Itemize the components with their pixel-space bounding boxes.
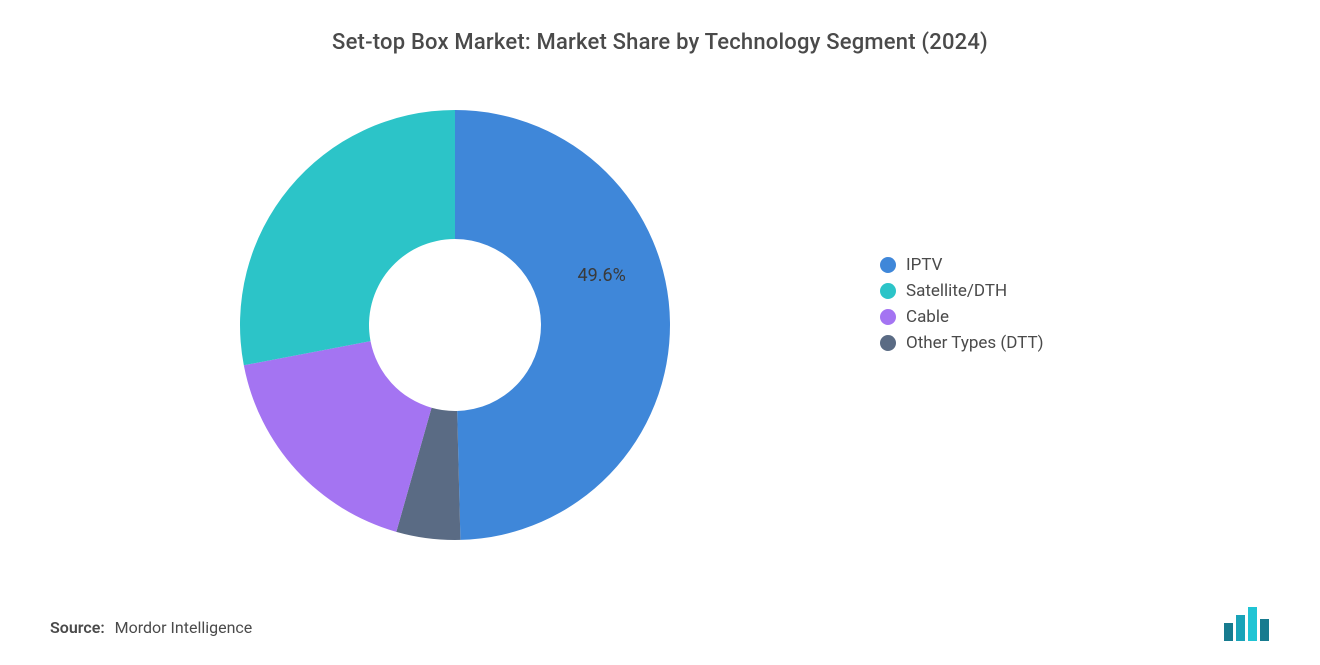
donut-segment (455, 110, 670, 540)
legend-label: Satellite/DTH (906, 281, 1007, 301)
source-name: Mordor Intelligence (115, 618, 253, 637)
donut-segment (244, 341, 432, 532)
logo-bar (1248, 607, 1257, 641)
legend-swatch (880, 309, 896, 325)
chart-container: Set-top Box Market: Market Share by Tech… (0, 0, 1320, 665)
donut-segment (240, 110, 455, 365)
legend-label: Other Types (DTT) (906, 333, 1044, 353)
legend-swatch (880, 283, 896, 299)
legend-label: Cable (906, 307, 949, 327)
legend: IPTV Satellite/DTH Cable Other Types (DTT) (880, 255, 1044, 359)
legend-item: IPTV (880, 255, 1044, 275)
chart-title: Set-top Box Market: Market Share by Tech… (50, 30, 1270, 55)
donut-chart: 49.6% (215, 85, 695, 565)
logo-bar (1236, 615, 1245, 641)
legend-item: Satellite/DTH (880, 281, 1044, 301)
logo-bar (1224, 623, 1233, 641)
legend-swatch (880, 257, 896, 273)
logo-bar (1260, 619, 1269, 641)
legend-swatch (880, 335, 896, 351)
legend-label: IPTV (906, 255, 942, 275)
legend-item: Other Types (DTT) (880, 333, 1044, 353)
legend-item: Cable (880, 307, 1044, 327)
segment-value-label: 49.6% (577, 265, 625, 286)
chart-area: 49.6% IPTV Satellite/DTH Cable Other Types … (50, 85, 1270, 565)
source-label: Source: (50, 618, 105, 637)
brand-logo (1224, 603, 1280, 643)
source-attribution: Source: Mordor Intelligence (50, 618, 252, 637)
